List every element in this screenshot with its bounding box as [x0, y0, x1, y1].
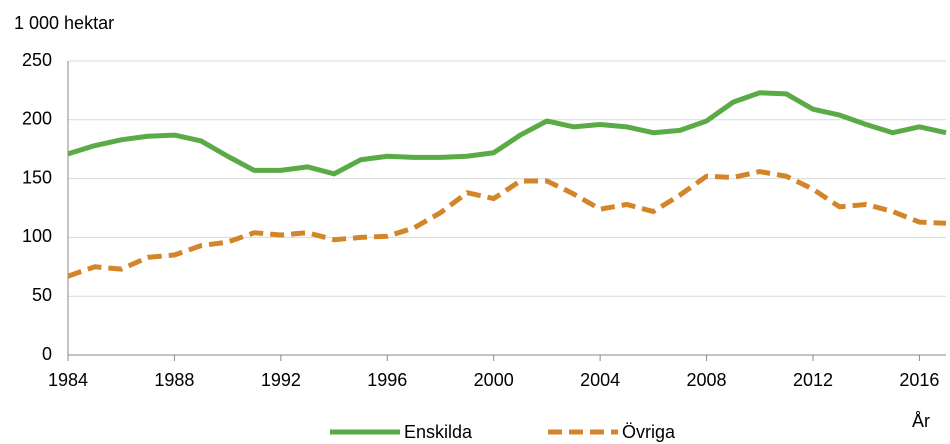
y-tick-label: 0 — [42, 344, 52, 364]
x-tick-label: 2012 — [793, 370, 833, 390]
x-tick-label: 2016 — [899, 370, 939, 390]
x-tick-label: 2008 — [687, 370, 727, 390]
legend-label: Enskilda — [404, 422, 473, 442]
x-tick-label: 1984 — [48, 370, 88, 390]
x-axis-label: År — [912, 411, 930, 431]
x-tick-label: 1996 — [367, 370, 407, 390]
y-tick-label: 200 — [22, 109, 52, 129]
x-tick-label: 1988 — [154, 370, 194, 390]
legend-label: Övriga — [622, 422, 676, 442]
x-tick-label: 1992 — [261, 370, 301, 390]
y-tick-label: 250 — [22, 50, 52, 70]
x-tick-label: 2000 — [474, 370, 514, 390]
series-line — [67, 169, 947, 279]
y-tick-label: 150 — [22, 167, 52, 187]
x-tick-label: 2004 — [580, 370, 620, 390]
series-line — [67, 90, 947, 177]
y-tick-label: 100 — [22, 226, 52, 246]
y-axis-label: 1 000 hektar — [14, 13, 114, 33]
y-tick-label: 50 — [32, 285, 52, 305]
